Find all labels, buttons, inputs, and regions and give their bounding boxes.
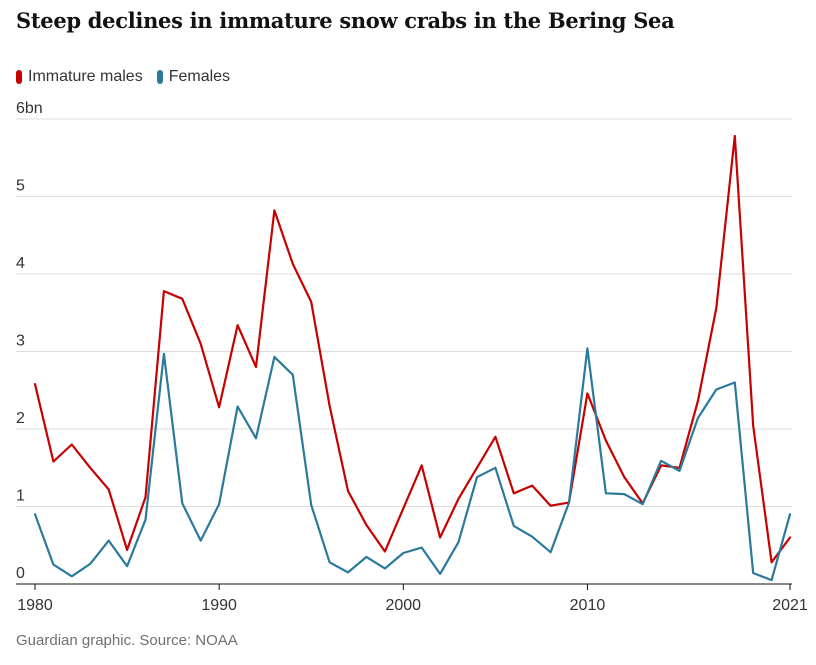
y-tick-label-6: 6bn bbox=[16, 100, 43, 117]
y-tick-label-3: 3 bbox=[16, 333, 25, 350]
y-tick-label-4: 4 bbox=[16, 255, 25, 272]
x-tick-label-1980: 1980 bbox=[17, 597, 53, 614]
y-tick-label-2: 2 bbox=[16, 410, 25, 427]
legend-swatch-males bbox=[16, 70, 22, 84]
legend-label-females: Females bbox=[168, 68, 231, 85]
x-tick-label-2021: 2021 bbox=[772, 597, 808, 614]
x-tick-label-1990: 1990 bbox=[201, 597, 237, 614]
line-chart: 0 1 2 3 4 5 6bn 1980 1990 2000 2010 2021 bbox=[16, 100, 808, 614]
legend-item-females: Females bbox=[156, 68, 231, 86]
chart-title: Steep declines in immature snow crabs in… bbox=[16, 8, 675, 33]
x-tick-label-2010: 2010 bbox=[570, 597, 606, 614]
y-tick-label-1: 1 bbox=[16, 488, 25, 505]
legend-item-males: Immature males bbox=[16, 68, 143, 86]
x-tick-label-2000: 2000 bbox=[385, 597, 421, 614]
legend-swatch-females bbox=[156, 70, 163, 84]
legend: Immature males Females bbox=[16, 68, 244, 86]
series-line-females bbox=[33, 347, 792, 582]
y-tick-label-5: 5 bbox=[16, 178, 25, 195]
y-tick-label-0: 0 bbox=[16, 565, 25, 582]
source-note: Guardian graphic. Source: NOAA bbox=[16, 632, 238, 649]
legend-label-males: Immature males bbox=[28, 68, 143, 85]
